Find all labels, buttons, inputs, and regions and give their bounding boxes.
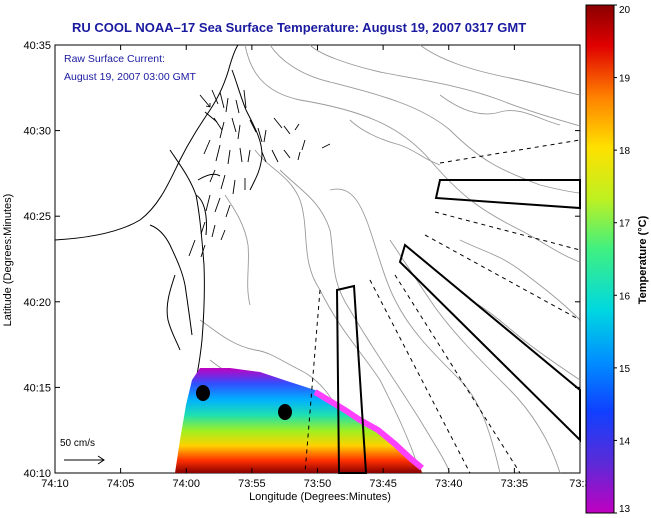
annotation-line1: Raw Surface Current:: [64, 53, 165, 65]
colorbar-tick-label: 14: [619, 436, 631, 447]
colorbar-tick-label: 20: [619, 5, 631, 16]
y-tick-label: 40:15: [23, 382, 51, 394]
colorbar-tick-label: 16: [619, 291, 631, 302]
annotation-line2: August 19, 2007 03:00 GMT: [64, 71, 197, 83]
radar-station-marker: [278, 404, 292, 420]
x-tick-label: 73:55: [238, 478, 266, 490]
colorbar-ticks: 20 19 18 17 16 15 14 13: [614, 4, 631, 515]
x-tick-label: 73:3: [569, 478, 590, 490]
y-tick-label: 40:35: [23, 40, 51, 52]
colorbar-label: Temperature (°C): [637, 215, 649, 304]
x-tick-label: 73:40: [435, 478, 463, 490]
x-axis: 74:10 74:05 74:00 73:55 73:50 73:45 73:40 73:35…: [41, 45, 591, 490]
y-axis-label: Latitude (Degrees:Minutes): [2, 194, 14, 327]
y-tick-label: 40:10: [23, 468, 51, 480]
surface-current-vectors: [188, 89, 331, 258]
colorbar-tick-label: 17: [619, 219, 631, 230]
y-tick-label: 40:25: [23, 211, 51, 223]
x-tick-label: 73:50: [304, 478, 332, 490]
x-tick-label: 73:35: [501, 478, 529, 490]
x-axis-label: Longitude (Degrees:Minutes): [249, 491, 391, 503]
scale-vector: 50 cm/s: [60, 438, 105, 465]
colorbar-tick-label: 15: [619, 364, 631, 375]
colorbar-tick-label: 13: [619, 504, 631, 515]
y-axis: 40:35 40:30 40:25 40:20 40:15 40:10: [23, 40, 580, 480]
x-tick-label: 74:05: [107, 478, 135, 490]
x-tick-label: 74:00: [172, 478, 200, 490]
figure-title: RU COOL NOAA–17 Sea Surface Temperature:…: [72, 20, 526, 35]
sst-edge: [313, 389, 424, 471]
scale-vector-label: 50 cm/s: [60, 438, 95, 449]
colorbar: [585, 4, 615, 514]
study-area-boxes: [335, 179, 581, 474]
sst-swath: [175, 368, 422, 473]
y-tick-label: 40:30: [23, 126, 51, 138]
radar-station-marker: [196, 385, 210, 401]
x-tick-label: 73:45: [369, 478, 397, 490]
x-tick-label: 74:10: [41, 478, 69, 490]
dashed-sampling-lines: [304, 139, 581, 474]
map-area: 50 cm/s Raw Surface Current: August 19, …: [54, 44, 581, 474]
y-tick-label: 40:20: [23, 297, 51, 309]
colorbar-tick-label: 18: [619, 146, 631, 157]
colorbar-tick-label: 19: [619, 74, 631, 85]
